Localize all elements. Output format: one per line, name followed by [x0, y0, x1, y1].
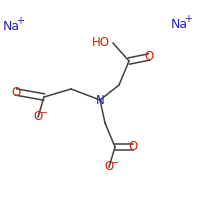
Text: HO: HO: [92, 36, 110, 49]
Text: O: O: [144, 50, 154, 64]
Text: −: −: [111, 158, 119, 168]
Text: +: +: [16, 16, 24, 26]
Text: N: N: [96, 94, 104, 106]
Text: O: O: [104, 160, 114, 173]
Text: +: +: [184, 14, 192, 24]
Text: Na: Na: [170, 19, 188, 31]
Text: O: O: [33, 110, 43, 123]
Text: Na: Na: [2, 21, 20, 33]
Text: O: O: [11, 86, 21, 98]
Text: O: O: [128, 140, 138, 154]
Text: −: −: [40, 108, 48, 118]
